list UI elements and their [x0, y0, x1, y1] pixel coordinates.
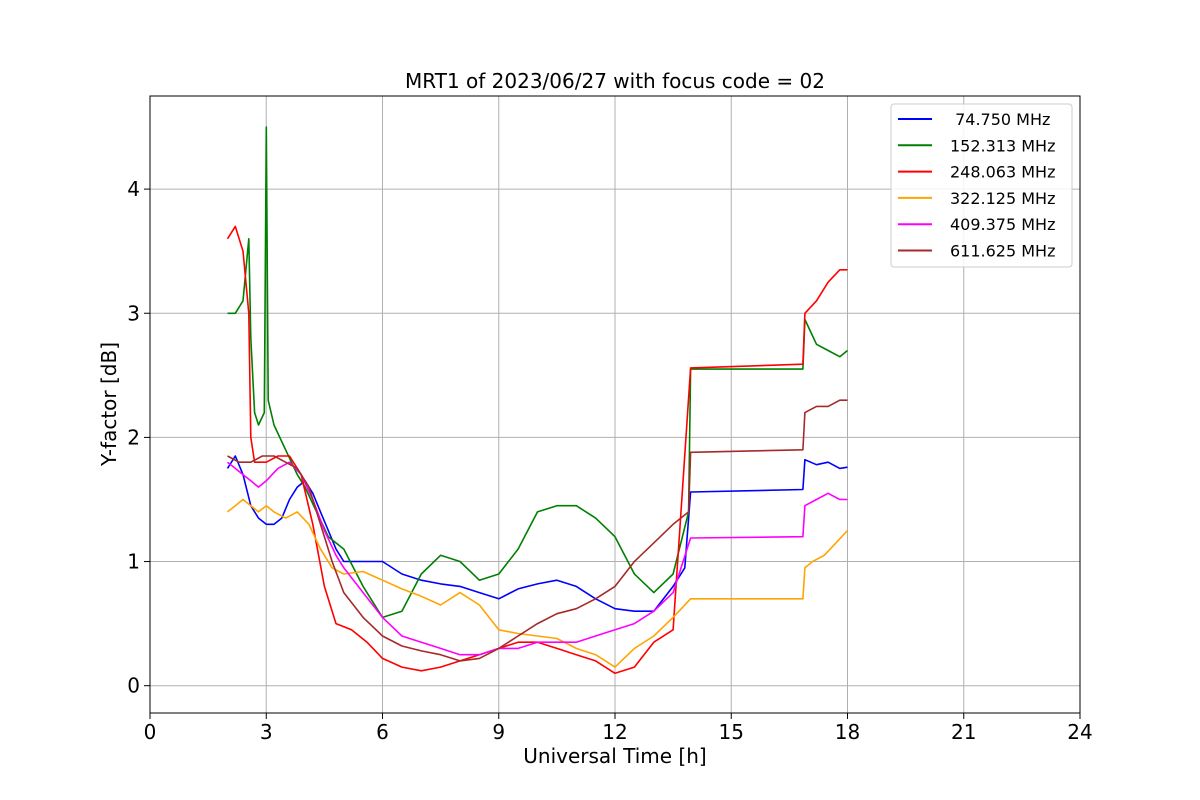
series-line-1: [227, 126, 849, 619]
x-tick-label: 15: [719, 720, 744, 744]
series-line-0: [226, 455, 848, 612]
x-tick-label: 9: [492, 720, 505, 744]
x-tick-label: 18: [835, 720, 860, 744]
legend-label-3: 322.125 MHz: [950, 189, 1055, 208]
series-line-3: [227, 498, 849, 668]
series-line-2: [226, 225, 848, 675]
x-tick-label: 24: [1067, 720, 1092, 744]
legend-label-4: 409.375 MHz: [950, 215, 1055, 234]
series-lines: [226, 126, 849, 675]
series-line-4: [227, 461, 848, 656]
x-tick-label: 3: [260, 720, 273, 744]
y-tick-label: 3: [127, 301, 140, 325]
x-tick-label: 6: [376, 720, 389, 744]
x-axis-ticks: 0 3 6 9 12 15 18 21 24: [144, 713, 1093, 744]
legend-label-0: 74.750 MHz: [950, 110, 1050, 129]
y-tick-label: 2: [127, 425, 140, 449]
chart-title: MRT1 of 2023/06/27 with focus code = 02: [405, 69, 825, 93]
y-tick-label: 4: [127, 177, 140, 201]
x-tick-label: 0: [144, 720, 157, 744]
legend: 74.750 MHz 152.313 MHz 248.063 MHz 322.125 …: [890, 103, 1073, 268]
legend-box: [890, 103, 1073, 268]
legend-label-1: 152.313 MHz: [950, 136, 1055, 155]
x-axis-label: Universal Time [h]: [523, 744, 706, 768]
series-line-5: [227, 399, 848, 662]
legend-label-5: 611.625 MHz: [950, 242, 1055, 261]
y-axis-ticks: 0 1 2 3 4: [127, 177, 150, 698]
x-tick-label: 12: [602, 720, 627, 744]
y-tick-label: 1: [127, 550, 140, 574]
y-tick-label: 0: [127, 674, 140, 698]
y-axis-label: Y-factor [dB]: [97, 342, 121, 467]
legend-label-2: 248.063 MHz: [950, 163, 1055, 182]
x-tick-label: 21: [951, 720, 976, 744]
